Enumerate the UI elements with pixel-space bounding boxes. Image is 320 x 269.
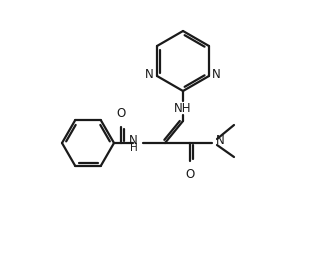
Text: N: N <box>145 69 154 82</box>
Text: O: O <box>185 168 195 181</box>
Text: N: N <box>216 134 225 147</box>
Text: N: N <box>129 134 138 147</box>
Text: O: O <box>116 107 126 120</box>
Text: NH: NH <box>174 101 192 115</box>
Text: N: N <box>212 69 221 82</box>
Text: H: H <box>130 143 138 153</box>
